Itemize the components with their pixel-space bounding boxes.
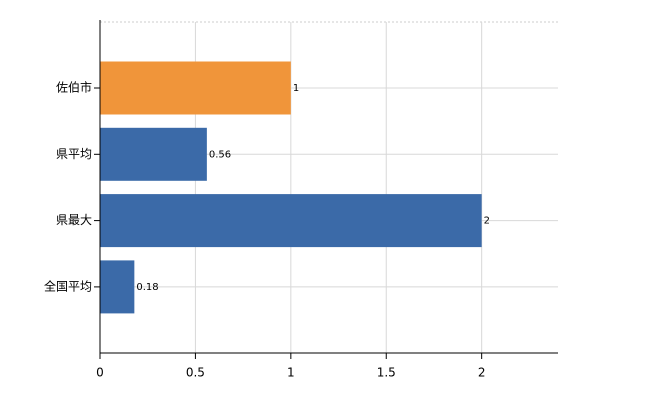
x-tick-label: 0	[96, 366, 104, 380]
bar	[100, 194, 482, 248]
x-tick-label: 1	[287, 366, 295, 380]
value-label: 0.18	[136, 282, 158, 293]
value-label: 0.56	[209, 149, 231, 160]
y-tick-label: 全国平均	[44, 278, 92, 293]
bar	[100, 127, 207, 181]
y-tick-label: 県平均	[56, 147, 92, 161]
y-tick-label: 県最大	[56, 213, 92, 227]
x-tick-label: 1.5	[377, 366, 396, 380]
value-label: 2	[484, 216, 490, 227]
x-tick-label: 0.5	[186, 366, 205, 380]
x-tick-label: 2	[478, 366, 486, 380]
value-label: 1	[293, 83, 299, 94]
y-tick-label: 佐伯市	[56, 80, 92, 95]
bar	[100, 260, 135, 314]
bar	[100, 61, 291, 115]
